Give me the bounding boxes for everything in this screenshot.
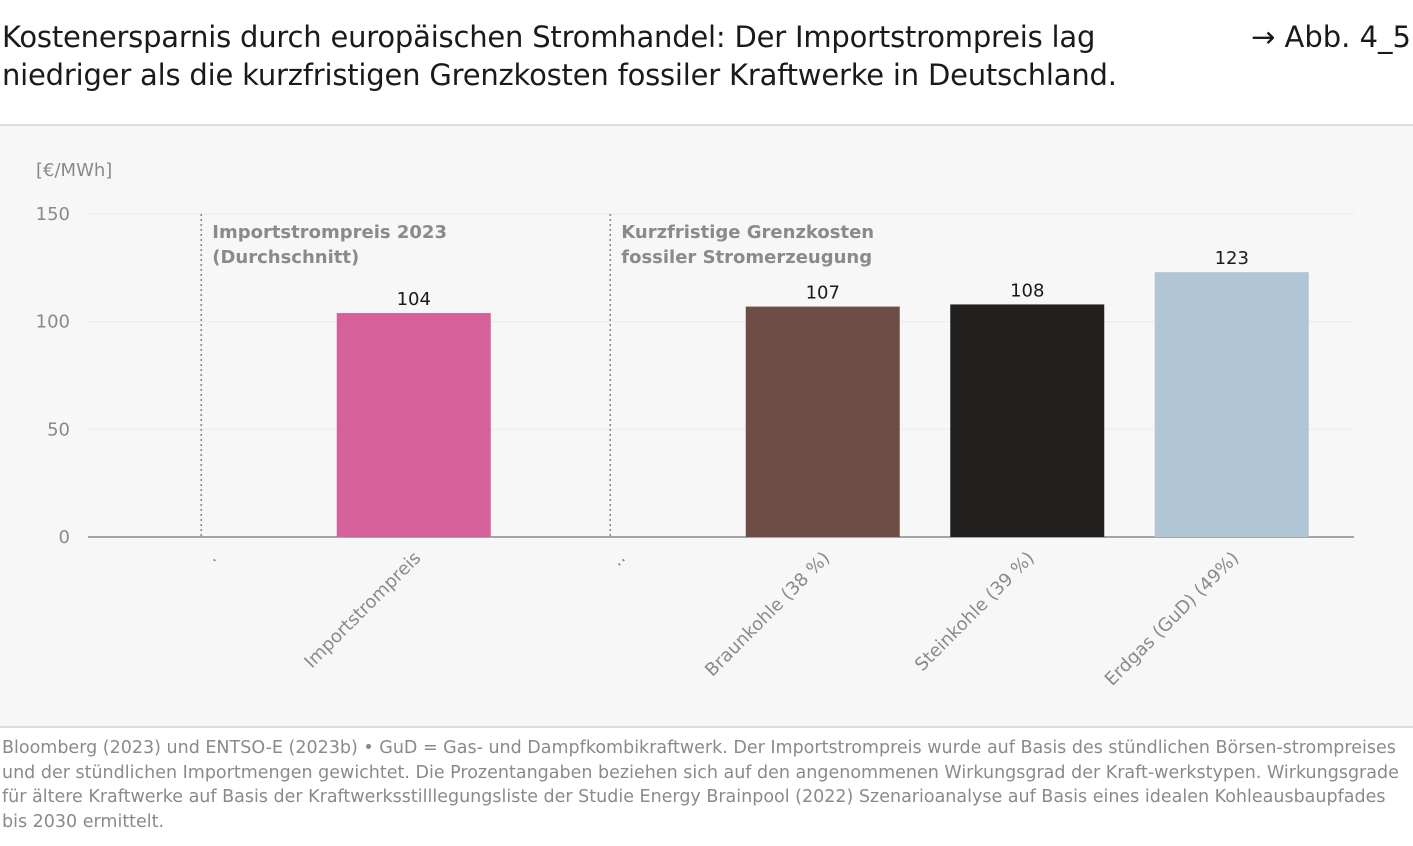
x-tick-label: Braunkohle (38 %) [701,548,834,681]
x-tick-label: . [202,548,221,567]
data-label: 108 [1010,280,1044,301]
bar-steinkohle[interactable] [950,304,1105,537]
figure-reference[interactable]: → Abb. 4_5 [1250,20,1411,54]
y-tick-label: 0 [59,527,70,548]
group-label-line1: Kurzfristige Grenzkosten [621,222,874,243]
y-tick-label: 50 [47,419,70,440]
group-label-line1: Importstrompreis 2023 [212,222,447,243]
source-note: Bloomberg (2023) und ENTSO-E (2023b) • G… [2,738,1399,832]
data-label: 123 [1215,248,1249,269]
x-tick-label: .. [607,548,630,571]
y-tick-label: 100 [36,312,70,333]
bar-importstrompreis[interactable] [336,313,491,537]
bar-erdgas[interactable] [1154,272,1309,537]
bar-chart: [€/MWh] 0 50 100 150 Importstrompreis 2023 (… [36,160,1354,690]
y-axis-unit-label: [€/MWh] [36,160,112,181]
x-tick-label: Importstrompreis [300,548,425,673]
group-label-line2: (Durchschnitt) [212,247,359,268]
chart-title: Kostenersparnis durch europäischen Strom… [2,20,1117,92]
y-tick-label: 150 [36,204,70,225]
chart-panel: [€/MWh] 0 50 100 150 Importstrompreis 2023 (… [0,124,1413,728]
x-tick-label: Steinkohle (39 %) [911,548,1039,676]
group-label-line2: fossiler Stromerzeugung [621,247,872,268]
data-label: 104 [397,289,431,310]
bar-braunkohle[interactable] [745,306,900,537]
x-tick-label: Erdgas (GuD) (49%) [1101,548,1243,690]
data-label: 107 [806,283,840,304]
